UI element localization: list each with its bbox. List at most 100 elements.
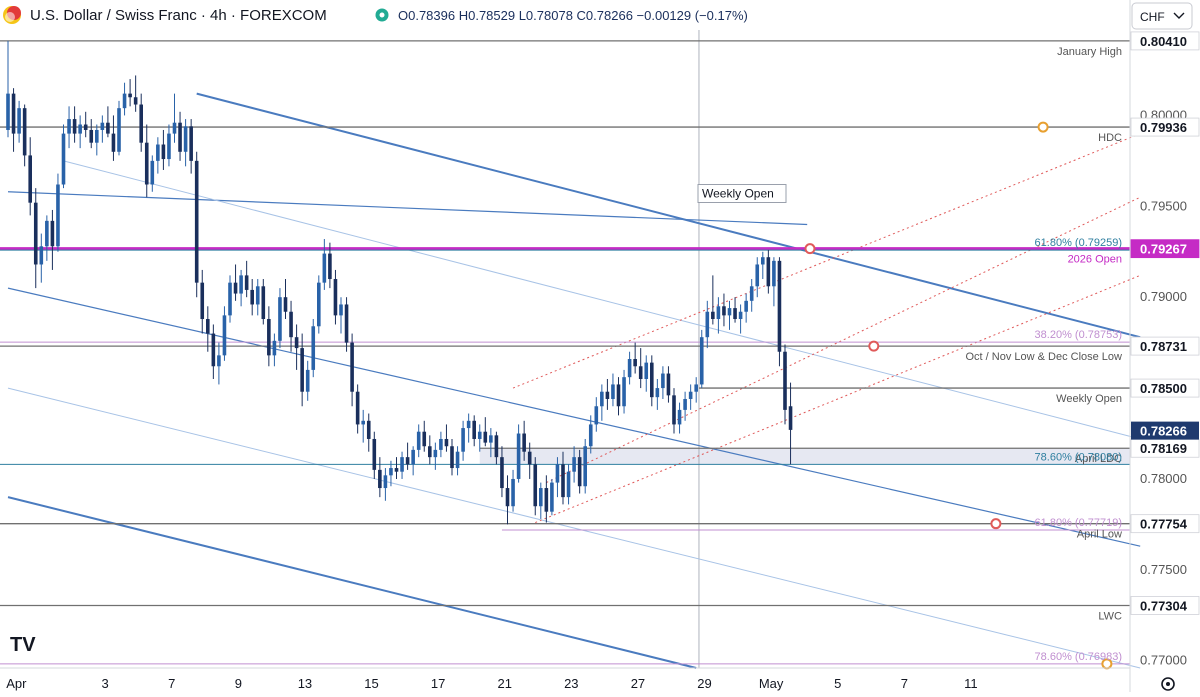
candle [300, 333, 304, 407]
price-badge-label: 0.78169 [1140, 441, 1187, 456]
candle-body [738, 311, 743, 320]
candle-body [411, 449, 415, 465]
candle-body [727, 308, 732, 316]
candle [588, 415, 593, 454]
candle-body [588, 424, 593, 447]
fib-label: 61.80% (0.77719) [1035, 517, 1122, 529]
candle [422, 420, 427, 452]
candle [33, 188, 38, 289]
price-badge-label: 0.79936 [1140, 120, 1187, 135]
candle [89, 119, 94, 149]
candle [672, 388, 676, 434]
candle-body [505, 488, 510, 507]
gear-icon[interactable] [1161, 677, 1175, 691]
candle [28, 137, 32, 216]
candle [267, 306, 271, 367]
candle-body [189, 126, 193, 161]
candle-body [206, 319, 210, 334]
candle-body [788, 406, 793, 430]
price-badge [1130, 336, 1200, 356]
candle-body [217, 355, 221, 367]
candle [317, 275, 321, 334]
candle [200, 269, 205, 334]
candle-body [511, 478, 515, 507]
svg-text:TV: TV [10, 634, 36, 656]
candle-body [722, 306, 726, 316]
candle [228, 275, 232, 323]
x-tick-label: 5 [834, 676, 841, 691]
candle [244, 260, 249, 298]
candle-body [561, 464, 565, 498]
candle-body [167, 133, 171, 160]
candle-body [172, 122, 177, 134]
candle [361, 409, 365, 443]
candle [156, 137, 160, 174]
weekly-open-annotation-box [697, 184, 787, 204]
candle-body [67, 119, 71, 134]
candle [533, 457, 538, 516]
candle [477, 424, 482, 452]
currency-selector[interactable]: CHF [1131, 2, 1193, 30]
candle-body [761, 257, 765, 265]
candle-body [594, 406, 599, 425]
candle-body [100, 122, 105, 130]
candle [11, 88, 16, 152]
candle [705, 300, 710, 349]
mid-channel-line [7, 287, 1141, 547]
candle [283, 279, 288, 320]
long-term-trendline [7, 191, 808, 226]
candle-body [17, 108, 21, 134]
candle [738, 304, 743, 334]
candle-body [333, 279, 338, 316]
candle [50, 209, 55, 270]
candle [6, 40, 10, 138]
price-badge [1130, 596, 1200, 615]
candle [761, 251, 765, 280]
upper-channel-line [196, 92, 1141, 339]
price-badge [1130, 117, 1200, 137]
candle [611, 373, 615, 407]
candle [566, 464, 571, 505]
candle [189, 119, 193, 174]
y-tick-label: 0.77000 [1140, 653, 1187, 668]
fib-channel-lower-line [535, 274, 1141, 524]
candle-body [239, 275, 243, 294]
candle-body [633, 358, 637, 367]
candle [600, 384, 604, 421]
candle-body [233, 282, 238, 294]
level-name: Weekly Open [1056, 393, 1122, 405]
candle [289, 300, 293, 352]
candle-body [516, 433, 521, 479]
candle [455, 446, 460, 476]
candle [688, 384, 693, 410]
candle-body [339, 304, 343, 316]
candle-body [178, 122, 182, 152]
candle-body [355, 391, 360, 425]
candle-body [305, 369, 310, 392]
candle-body [783, 351, 787, 410]
candle [716, 297, 721, 334]
candle-body [716, 306, 721, 320]
candle [683, 391, 687, 421]
candle-body [6, 93, 10, 130]
candle [217, 342, 221, 385]
candle [144, 124, 149, 198]
candle-body [117, 108, 121, 152]
candle [539, 482, 543, 519]
candle-body [95, 129, 99, 143]
candle [638, 348, 643, 389]
candle [172, 93, 177, 143]
candle-body [311, 326, 316, 370]
candle-body [733, 308, 737, 320]
fib-label: 61.80% (0.79259) [1035, 237, 1122, 249]
marker-april-low [990, 518, 1002, 530]
candle [550, 478, 554, 516]
x-tick-label: Apr [6, 676, 27, 691]
candle [411, 446, 415, 476]
candle [461, 420, 465, 461]
fib-label: 38.20% (0.78753) [1035, 329, 1122, 341]
candle [666, 366, 671, 403]
candle [22, 104, 27, 167]
candle-body [600, 391, 604, 407]
